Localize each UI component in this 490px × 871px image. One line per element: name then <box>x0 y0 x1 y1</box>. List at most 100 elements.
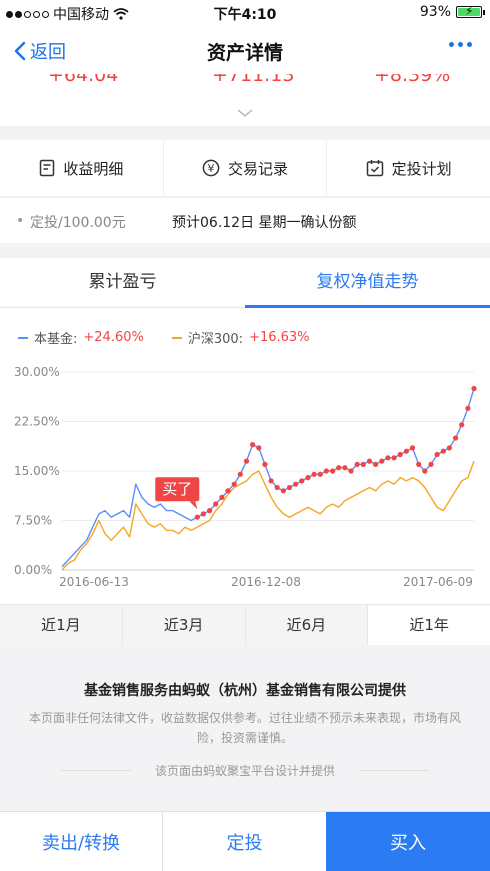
income-detail-button[interactable]: 收益明细 <box>0 140 164 196</box>
invest-plan-label: 定投计划 <box>391 159 452 178</box>
buy-dot <box>293 481 299 487</box>
buy-dot <box>262 461 268 467</box>
buy-dot <box>213 501 219 507</box>
buy-dot <box>354 461 360 467</box>
sell-switch-button[interactable]: 卖出/转换 <box>0 812 163 871</box>
buy-dot <box>403 448 409 454</box>
calendar-check-icon <box>366 160 383 177</box>
buy-dot <box>305 475 311 481</box>
chevron-left-icon <box>14 41 26 61</box>
legend-fund-swatch <box>18 336 28 339</box>
footer: 基金销售服务由蚂蚁（杭州）基金销售有限公司提供 本页面非任何法律文件，收益数据仅… <box>0 680 490 779</box>
summary-value-2: +711.13 <box>212 74 295 86</box>
chart-tabs: 累计盈亏 复权净值走势 <box>0 258 490 308</box>
buy-dot <box>373 461 379 467</box>
trade-record-label: 交易记录 <box>228 159 289 178</box>
period-1m[interactable]: 近1月 <box>0 605 123 645</box>
summary-value-1: +64.04 <box>48 74 119 86</box>
action-row: 收益明细 ¥ 交易记录 定投计划 <box>0 140 490 196</box>
buy-dot <box>434 451 440 458</box>
x-tick-label: 2017-06-09 <box>403 575 473 589</box>
buy-dot <box>231 481 237 487</box>
buy-dot <box>243 458 250 464</box>
status-right: 93% ⚡ <box>419 4 485 20</box>
more-options-icon[interactable] <box>449 42 472 47</box>
buy-dot <box>268 478 274 484</box>
designed-by-text: 该页面由蚂蚁聚宝平台设计并提供 <box>61 762 429 779</box>
period-3m[interactable]: 近3月 <box>122 605 246 645</box>
plan-bullet: • <box>16 213 25 229</box>
back-label: 返回 <box>30 42 66 63</box>
buy-dot <box>342 465 348 471</box>
buy-dot <box>311 471 317 477</box>
buy-dot <box>416 461 422 467</box>
status-left: 中国移动 <box>6 4 129 24</box>
trade-record-button[interactable]: ¥ 交易记录 <box>164 140 328 196</box>
period-selector: 近1月 近3月 近6月 近1年 <box>0 604 490 645</box>
buy-dot <box>397 451 403 458</box>
buy-dot <box>360 461 366 467</box>
period-1y[interactable]: 近1年 <box>368 605 490 645</box>
page-title: 资产详情 <box>206 42 283 64</box>
document-icon <box>40 159 55 177</box>
buy-dot <box>225 488 231 494</box>
buy-dot <box>422 468 428 474</box>
buy-dot <box>471 385 477 392</box>
buy-dot <box>446 445 452 451</box>
y-tick-label: 22.50% <box>14 415 60 429</box>
signal-icon <box>6 10 49 18</box>
buy-dot <box>409 445 416 451</box>
legend-index-swatch <box>171 336 182 339</box>
back-button[interactable]: 返回 <box>14 38 66 64</box>
buy-dot <box>299 478 305 484</box>
buy-dot <box>274 484 280 491</box>
index-series-line <box>61 460 475 571</box>
buy-marker: 买了 <box>155 477 200 510</box>
yen-circle-icon: ¥ <box>202 159 220 177</box>
disclaimer-text: 本页面非任何法律文件，收益数据仅供参考。过往业绩不预示未来表现，市场有风险，投资… <box>28 711 461 745</box>
battery-icon: ⚡ <box>456 4 485 18</box>
y-tick-label: 15.00% <box>14 464 60 478</box>
bottom-bar: 卖出/转换 定投 买入 <box>0 811 490 871</box>
plan-amount: 定投/100.00元 <box>30 215 126 231</box>
buy-dot <box>453 435 459 441</box>
buy-dot <box>256 445 262 451</box>
buy-dot <box>286 484 293 491</box>
buy-dot <box>207 508 213 514</box>
period-6m[interactable]: 近6月 <box>245 605 369 645</box>
plan-row[interactable]: • 定投/100.00元 预计06.12日 星期一确认份额 <box>0 197 490 243</box>
buy-dot <box>465 405 471 411</box>
buy-dot <box>194 514 200 520</box>
buy-dot <box>348 468 354 474</box>
buy-dot <box>280 488 286 494</box>
battery-percent: 93% <box>419 4 451 20</box>
y-tick-label: 30.00% <box>14 365 60 379</box>
summary-value-3: +8.39% <box>374 74 451 86</box>
buy-dot <box>391 455 397 461</box>
tab-cumulative-pnl[interactable]: 累计盈亏 <box>88 272 157 292</box>
nav-bar: 返回 资产详情 <box>0 26 490 74</box>
y-tick-label: 0.00% <box>14 563 52 577</box>
invest-plan-button[interactable]: 定投计划 <box>327 140 490 196</box>
buy-dot <box>250 442 256 448</box>
clock: 下午4:10 <box>213 7 277 23</box>
buy-dot <box>317 471 323 477</box>
legend-fund-label: 本基金: <box>34 332 78 347</box>
income-detail-label: 收益明细 <box>63 159 124 178</box>
chart-legend: 本基金: +24.60% 沪深300: +16.63% <box>18 328 310 347</box>
buy-dot <box>385 455 391 461</box>
wifi-icon <box>113 8 129 20</box>
buy-dot <box>336 465 342 471</box>
buy-dot <box>366 458 373 464</box>
buy-dot <box>219 494 225 500</box>
auto-invest-button[interactable]: 定投 <box>226 832 263 854</box>
chevron-down-icon[interactable] <box>236 108 254 118</box>
carrier-name: 中国移动 <box>53 7 109 23</box>
legend-index-pct: +16.63% <box>249 330 310 345</box>
buy-dot <box>330 468 336 474</box>
svg-text:¥: ¥ <box>208 162 215 175</box>
buy-button[interactable]: 买入 <box>326 812 490 871</box>
legend-fund-pct: +24.60% <box>83 330 144 345</box>
chart-card: 累计盈亏 复权净值走势 本基金: +24.60% 沪深300: +16.63% … <box>0 258 490 645</box>
tab-nav-trend[interactable]: 复权净值走势 <box>245 258 490 308</box>
